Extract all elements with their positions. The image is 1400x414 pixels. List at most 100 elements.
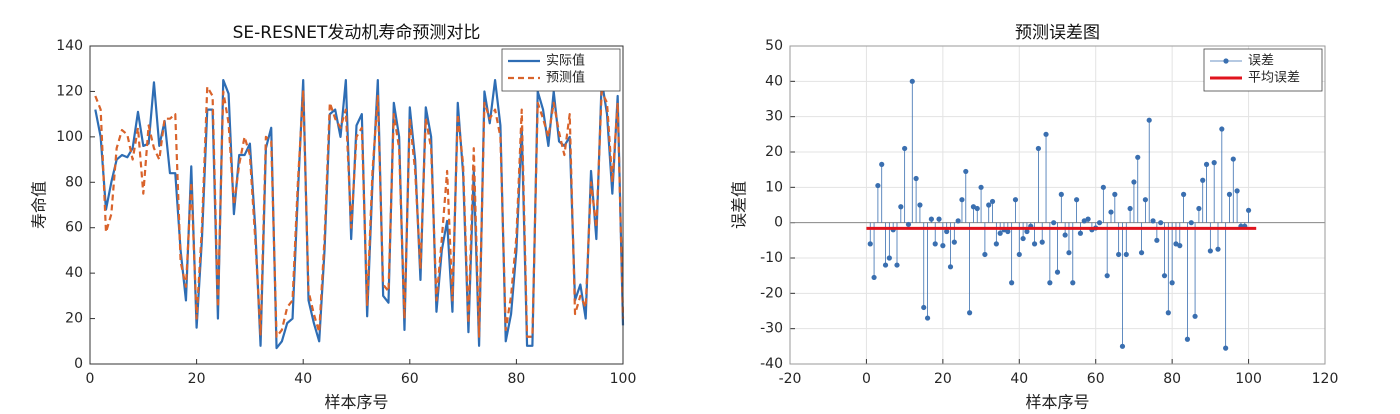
stem-marker	[944, 228, 950, 235]
stem-marker	[1016, 251, 1022, 258]
stem-marker	[1169, 280, 1175, 286]
stem-marker	[1066, 250, 1072, 256]
stem-marker	[886, 255, 892, 261]
x-tick-label: 40	[1010, 371, 1028, 387]
x-tick-label: 100	[610, 371, 637, 387]
stem-marker	[1054, 269, 1061, 275]
stem-marker	[1020, 235, 1026, 242]
stem-marker	[1234, 188, 1240, 194]
stem-marker	[993, 241, 999, 247]
stem-marker	[1154, 237, 1160, 243]
stem-marker	[1131, 179, 1137, 185]
stem-marker	[936, 216, 942, 222]
stem-marker	[955, 218, 961, 224]
stem-marker	[1112, 191, 1118, 197]
x-tick-label: 80	[507, 371, 525, 387]
stem-marker	[1116, 251, 1122, 258]
stem-marker	[1051, 220, 1057, 226]
stem-marker	[1035, 145, 1041, 152]
legend-label: 预测值	[546, 70, 585, 86]
x-axis-label: 样本序号	[324, 393, 388, 412]
stem-marker	[974, 205, 980, 212]
stem-marker	[928, 216, 934, 222]
stem-marker	[905, 221, 912, 228]
stem-marker	[924, 315, 931, 321]
stem-marker	[1096, 220, 1103, 226]
stem-marker	[867, 241, 873, 247]
stem-marker	[1024, 228, 1030, 235]
stem-marker	[1108, 209, 1114, 215]
legend-label: 误差	[1248, 54, 1274, 69]
y-tick-label: 0	[774, 215, 783, 231]
y-tick-label: 140	[56, 38, 83, 54]
stem-marker	[1104, 273, 1110, 279]
x-tick-label: 0	[86, 371, 95, 387]
x-tick-label: 120	[1312, 371, 1339, 387]
stem-marker	[1138, 250, 1145, 256]
stem-marker	[1062, 232, 1068, 238]
stem-marker	[1085, 216, 1091, 222]
stem-marker	[1150, 218, 1156, 224]
y-tick-label: -10	[760, 250, 783, 266]
plot-frame	[789, 45, 1326, 365]
legend-box	[501, 48, 621, 92]
stem-marker	[959, 197, 965, 203]
x-tick-label: 20	[934, 371, 952, 387]
stem-marker	[1119, 343, 1126, 349]
y-tick-label: 30	[765, 109, 783, 125]
stem-marker	[1181, 191, 1187, 197]
y-tick-label: 50	[765, 38, 783, 54]
plot-area	[790, 46, 1325, 364]
stem-marker	[951, 239, 957, 245]
stem-marker	[1184, 336, 1191, 342]
y-tick-label: 100	[56, 129, 83, 145]
stem-marker	[1074, 197, 1080, 203]
stem-marker	[978, 184, 984, 190]
stem-marker	[913, 175, 919, 182]
x-tick-label: 0	[862, 371, 871, 387]
stem-marker	[1005, 228, 1011, 235]
stem-marker	[1161, 273, 1168, 279]
stem-marker	[989, 198, 996, 205]
stem-marker	[967, 310, 973, 316]
y-tick-label: 80	[65, 174, 83, 190]
stem-marker	[1203, 161, 1210, 167]
stem-marker	[1215, 246, 1221, 252]
series-line	[94, 85, 625, 338]
stem-marker	[1142, 197, 1148, 203]
stem-marker	[902, 145, 908, 152]
stem-marker	[1043, 131, 1049, 137]
stem-marker	[1188, 220, 1194, 226]
legend-label: 实际值	[546, 53, 585, 69]
chart-title: SE-RESNET发动机寿命预测对比	[233, 23, 481, 43]
stem-marker	[997, 230, 1003, 236]
legend-label: 平均误差	[1248, 71, 1300, 86]
stem-marker	[1200, 177, 1206, 183]
stem-marker	[1192, 313, 1198, 319]
x-tick-label: 60	[401, 371, 419, 387]
stem-marker	[1165, 310, 1171, 316]
stem-marker	[909, 78, 915, 84]
y-tick-label: -40	[760, 356, 783, 372]
chart-title: 预测误差图	[1015, 23, 1100, 43]
stem-marker	[1230, 156, 1236, 162]
stem-marker	[947, 264, 954, 270]
y-axis-label: 误差值	[730, 181, 749, 229]
x-tick-label: 100	[1235, 371, 1262, 387]
stem-marker	[1047, 280, 1053, 286]
x-tick-label: 80	[1163, 371, 1181, 387]
y-tick-label: -30	[760, 321, 783, 337]
y-tick-label: 40	[765, 73, 783, 89]
stem-marker	[1058, 191, 1064, 197]
x-axis-label: 样本序号	[1025, 393, 1089, 412]
plot-marks	[94, 78, 625, 350]
y-tick-label: 60	[65, 220, 83, 236]
stem-marker	[1009, 280, 1015, 286]
y-tick-label: 20	[765, 144, 783, 160]
y-tick-label: 40	[65, 265, 83, 281]
